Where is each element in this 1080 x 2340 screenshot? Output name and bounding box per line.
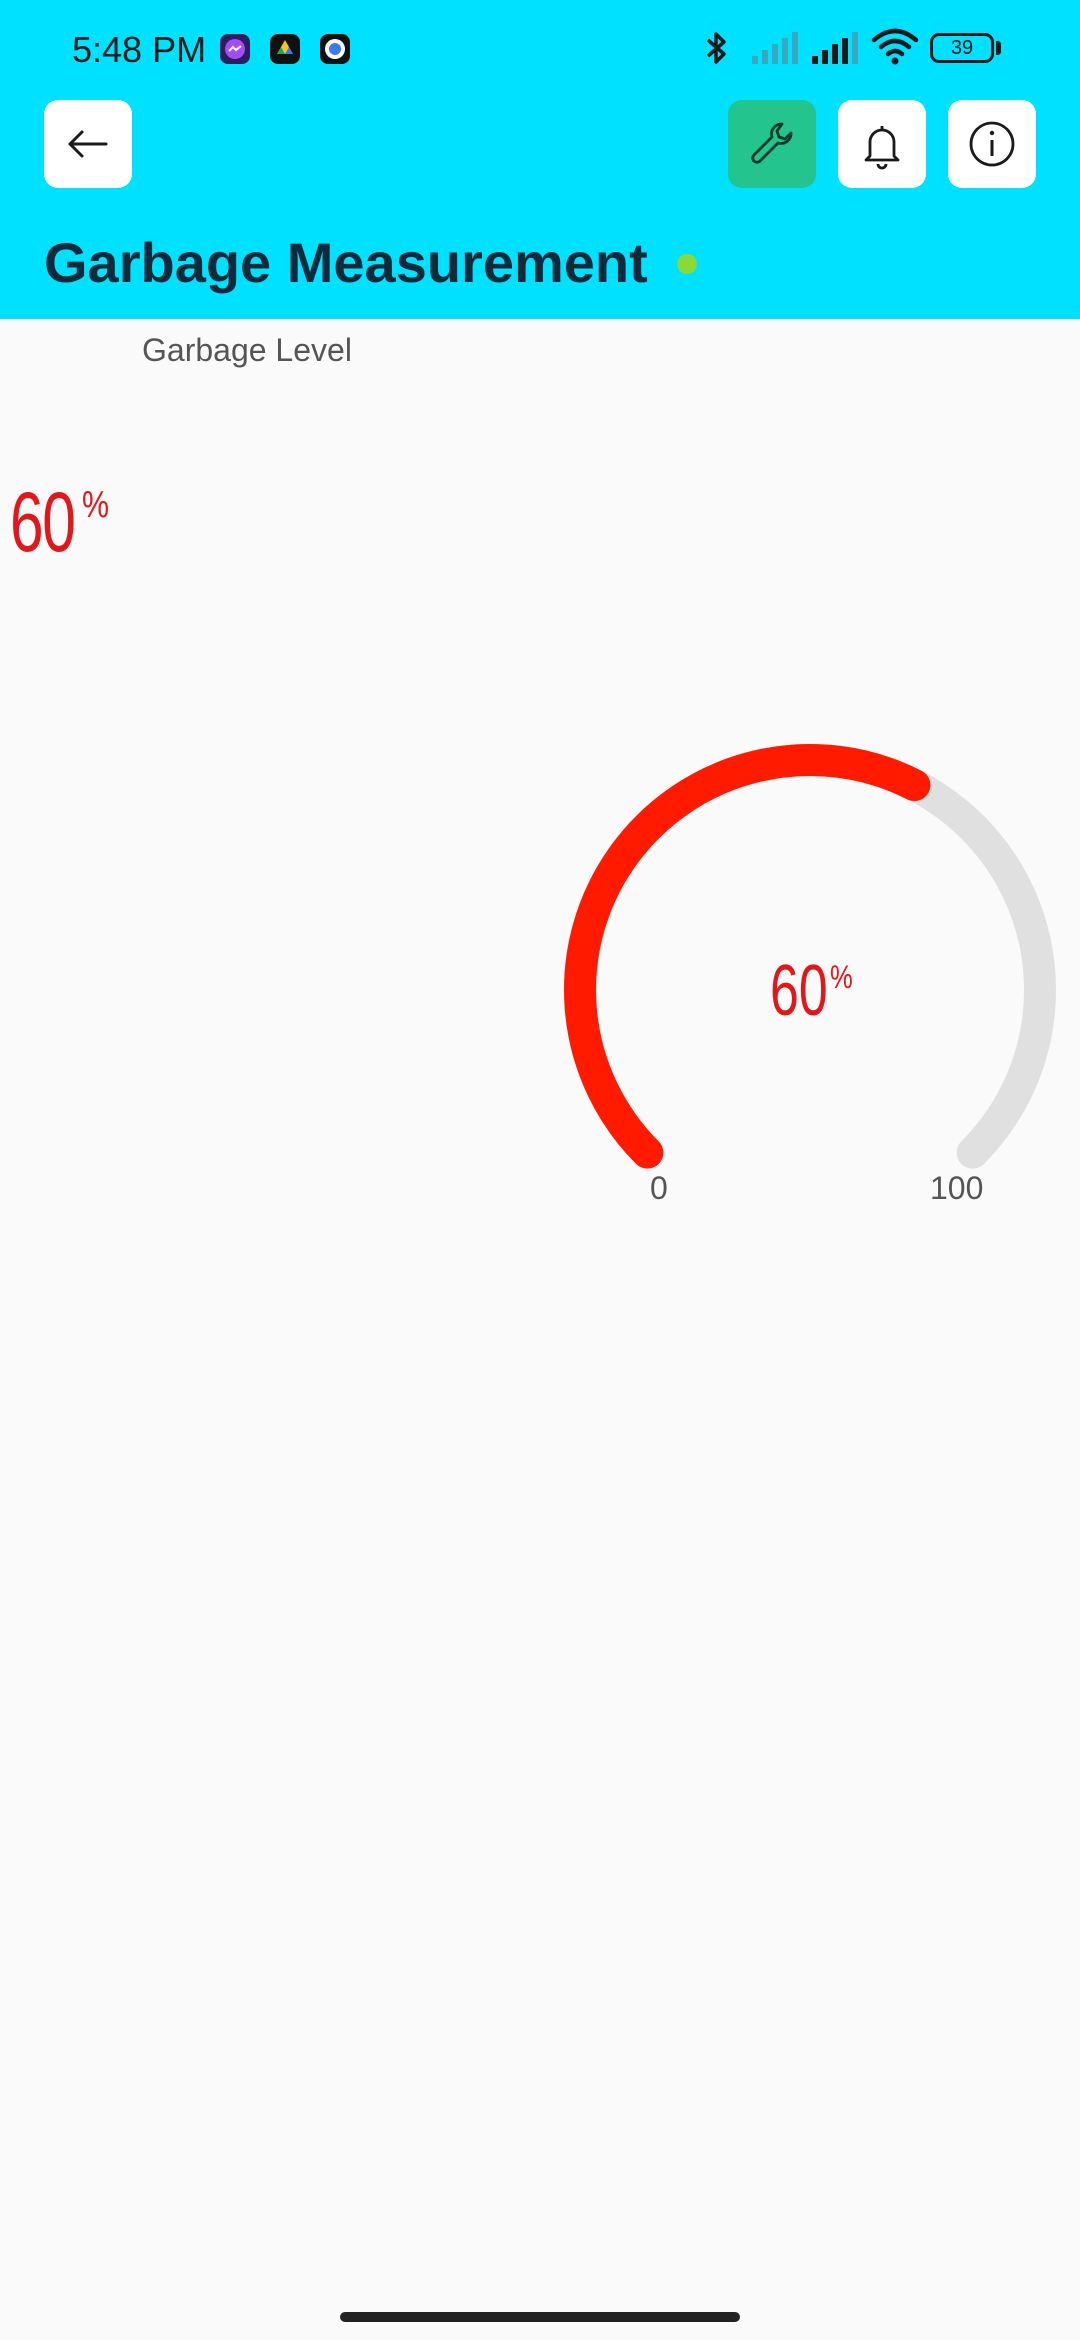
- gauge-max-label: 100: [930, 1170, 984, 1206]
- back-button[interactable]: [44, 100, 132, 188]
- bell-icon: [864, 126, 900, 170]
- arrow-left-icon: [68, 130, 108, 158]
- messenger-icon: [220, 34, 250, 64]
- app-header: 5:48 PM: [0, 0, 1080, 319]
- widget-label: Garbage Level: [142, 332, 352, 368]
- wrench-icon: [751, 122, 793, 164]
- status-time: 5:48 PM: [72, 29, 207, 70]
- info-button[interactable]: [948, 100, 1036, 188]
- home-indicator[interactable]: [340, 2312, 740, 2322]
- signal-icon: [752, 32, 798, 64]
- bluetooth-icon: [706, 32, 726, 64]
- value-display-number: 60: [10, 475, 76, 569]
- info-icon: [969, 121, 1015, 167]
- gauge-fill: [564, 744, 931, 1169]
- gauge-value: 60 %: [770, 951, 853, 1031]
- gauge-value-unit: %: [830, 959, 853, 995]
- browser-icon: [320, 34, 350, 64]
- battery-tip: [996, 41, 1001, 55]
- value-display-unit: %: [82, 484, 110, 526]
- value-display-widget[interactable]: 60 %: [10, 475, 109, 569]
- status-bar: 5:48 PM: [0, 0, 1080, 98]
- gauge-widget[interactable]: [540, 720, 1080, 1240]
- page-title: Garbage Measurement: [44, 231, 648, 294]
- signal-icon: [812, 32, 858, 64]
- notifications-button[interactable]: [838, 100, 926, 188]
- gauge-value-number: 60: [770, 951, 828, 1031]
- wifi-icon: [871, 28, 919, 65]
- gauge-min-label: 0: [650, 1170, 668, 1206]
- settings-button[interactable]: [728, 100, 816, 188]
- online-status-dot: [677, 254, 697, 274]
- drive-icon: [270, 34, 300, 64]
- battery-icon: 39: [930, 33, 994, 63]
